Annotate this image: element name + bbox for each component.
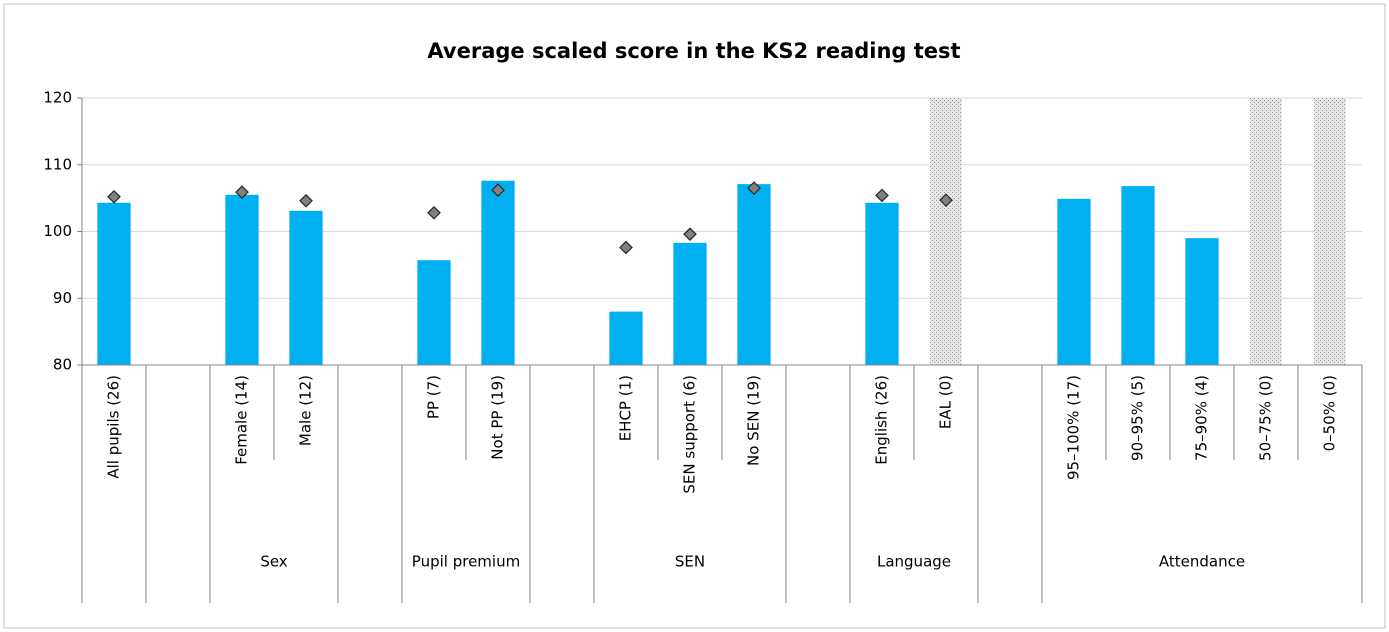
diamond-marker: [107, 189, 121, 204]
x-tick-label: 50–75% (0): [1257, 375, 1275, 461]
group-label: Sex: [260, 553, 287, 571]
bar: [289, 210, 323, 365]
diamond-marker: [491, 183, 505, 197]
diamond-marker: [427, 205, 441, 220]
group-label: Pupil premium: [412, 553, 520, 571]
no-data-area: [1250, 98, 1282, 365]
bar: [481, 180, 515, 365]
x-tick-label: 90–95% (5): [1129, 375, 1147, 461]
bar: [417, 260, 451, 365]
group-label: Attendance: [1159, 553, 1245, 571]
chart-title: Average scaled score in the KS2 reading …: [427, 39, 960, 63]
x-tick-label: English (26): [873, 375, 891, 465]
group-label: SEN: [675, 553, 705, 571]
bar: [1185, 238, 1219, 365]
x-tick-label: Male (12): [297, 375, 315, 446]
diamond-marker: [299, 193, 313, 208]
y-tick-label: 110: [43, 155, 72, 173]
bar: [865, 202, 899, 365]
x-tick-label: EHCP (1): [617, 375, 635, 441]
diamond-marker: [875, 188, 889, 203]
bar: [1121, 186, 1155, 365]
bar: [673, 242, 707, 365]
bar: [97, 202, 131, 365]
x-tick-label: Not PP (19): [489, 375, 507, 460]
y-tick-label: 80: [53, 356, 72, 374]
x-tick-label: PP (7): [425, 375, 443, 419]
x-tick-label: 0–50% (0): [1321, 375, 1339, 451]
x-tick-label: Female (14): [233, 375, 251, 465]
y-tick-label: 90: [53, 289, 72, 307]
diamond-marker: [747, 181, 761, 195]
bar: [225, 194, 259, 365]
x-tick-label: SEN support (6): [681, 375, 699, 494]
x-tick-label: All pupils (26): [105, 375, 123, 479]
x-tick-label: No SEN (19): [745, 375, 763, 466]
no-data-area: [1314, 98, 1346, 365]
x-tick-label: 75–90% (4): [1193, 375, 1211, 461]
x-tick-label: 95–100% (17): [1065, 375, 1083, 480]
diamond-marker: [235, 185, 249, 199]
group-label: Language: [877, 553, 951, 571]
bar: [737, 184, 771, 365]
y-tick-label: 100: [43, 222, 72, 240]
diamond-marker: [683, 227, 697, 242]
y-tick-label: 120: [43, 89, 72, 107]
no-data-area: [930, 98, 962, 365]
diamond-marker: [939, 193, 953, 207]
bar: [609, 311, 643, 365]
x-tick-label: EAL (0): [937, 375, 955, 429]
bar: [1057, 198, 1091, 365]
diamond-marker: [619, 240, 633, 255]
